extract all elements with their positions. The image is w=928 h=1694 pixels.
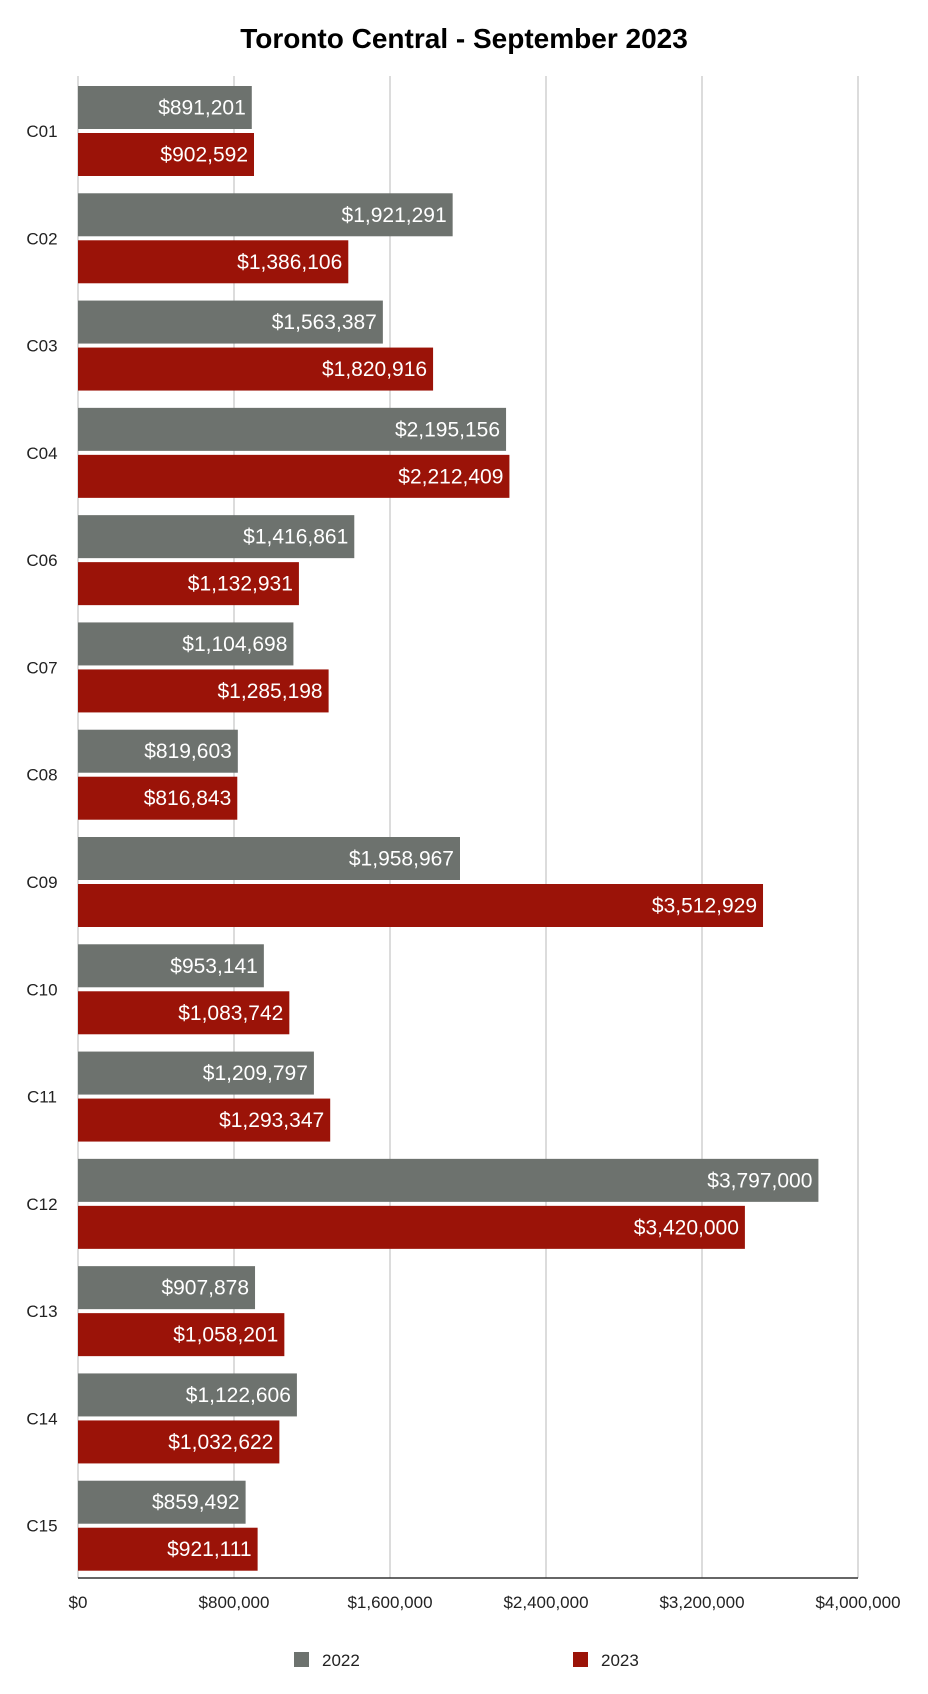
bars: $891,201 $902,592 $1,921,291 $1,386,106 $1,5… (78, 86, 819, 1571)
bar-2022 (78, 1266, 256, 1310)
bar-2023 (78, 454, 510, 498)
category-label: C14 (26, 1409, 57, 1428)
bar-2023 (78, 884, 764, 927)
category-label: C01 (26, 122, 57, 141)
bar-2023 (78, 562, 299, 606)
bar-value-label: $1,083,742 (178, 1002, 283, 1025)
bar-value-label: $816,843 (144, 787, 232, 810)
bar-2022 (78, 1158, 819, 1202)
legend: 2022 2023 (294, 1651, 639, 1670)
bar-2022 (78, 729, 238, 773)
category-label: C04 (26, 444, 57, 463)
bar-2023 (78, 991, 290, 1035)
bar-value-label: $902,592 (160, 144, 248, 167)
x-tick-label: $4,000,000 (815, 1593, 900, 1612)
bar-value-label: $1,209,797 (203, 1062, 308, 1085)
category-label: C13 (26, 1302, 57, 1321)
category-label: C03 (26, 337, 57, 356)
bar-2022 (78, 1051, 314, 1095)
bar-value-label: $1,386,106 (237, 251, 342, 274)
bar-value-label: $953,141 (170, 955, 258, 978)
bar-value-label: $2,212,409 (398, 465, 503, 488)
bar-2022 (78, 837, 460, 880)
bar-2023 (78, 776, 238, 820)
bar-2022 (78, 407, 507, 451)
bar-value-label: $1,285,198 (218, 680, 323, 703)
bar-2022 (78, 300, 383, 344)
bar-value-label: $1,416,861 (243, 526, 348, 549)
x-axis-ticks: $0 $800,000 $1,600,000 $2,400,000 $3,200,000… (69, 1593, 901, 1612)
bar-2023 (78, 1205, 745, 1249)
bar-2023 (78, 1527, 258, 1571)
bar-value-label: $1,563,387 (272, 311, 377, 334)
bar-value-label: $1,958,967 (349, 848, 454, 871)
bar-value-label: $1,293,347 (219, 1109, 324, 1132)
category-label: C15 (26, 1517, 57, 1536)
category-label: C11 (27, 1088, 57, 1107)
bar-2023 (78, 1098, 331, 1142)
bar-2022 (78, 944, 264, 988)
bar-2022 (78, 515, 355, 559)
category-label: C10 (26, 980, 57, 999)
bar-value-label: $1,104,698 (182, 633, 287, 656)
bar-2022 (78, 193, 453, 237)
x-tick-label: $1,600,000 (347, 1593, 432, 1612)
category-label: C12 (26, 1195, 57, 1214)
bar-value-label: $1,032,622 (168, 1431, 273, 1454)
bar-value-label: $1,122,606 (186, 1384, 291, 1407)
bar-2023 (78, 347, 434, 391)
category-label: C06 (26, 551, 57, 570)
bar-value-label: $891,201 (158, 97, 246, 120)
category-label: C07 (26, 658, 57, 677)
x-tick-label: $0 (69, 1593, 88, 1612)
x-tick-label: $800,000 (199, 1593, 270, 1612)
legend-swatch (573, 1652, 588, 1667)
legend-label: 2023 (601, 1651, 639, 1670)
bar-value-label: $819,603 (144, 740, 232, 763)
legend-swatch (294, 1652, 309, 1667)
legend-label: 2022 (322, 1651, 360, 1670)
bar-2022 (78, 1480, 246, 1524)
bar-2023 (78, 1313, 285, 1357)
bar-2023 (78, 669, 329, 713)
bar-value-label: $921,111 (167, 1538, 251, 1561)
bar-value-label: $907,878 (161, 1277, 249, 1300)
bar-2023 (78, 1420, 280, 1464)
bar-2022 (78, 1373, 297, 1417)
bar-2022 (78, 86, 252, 129)
bar-value-label: $3,420,000 (634, 1216, 739, 1239)
bar-value-label: $3,512,929 (652, 895, 757, 918)
bar-value-label: $1,921,291 (342, 204, 447, 227)
bar-2023 (78, 240, 349, 284)
category-labels: C01 C02 C03 C04 C06 C07 C08 C09 C10 C11 C12 C13 C14 C… (26, 122, 57, 1536)
bar-value-label: $859,492 (152, 1491, 240, 1514)
bar-value-label: $2,195,156 (395, 418, 500, 441)
bar-value-label: $3,797,000 (707, 1169, 812, 1192)
bar-2022 (78, 622, 294, 666)
chart-title: Toronto Central - September 2023 (240, 23, 688, 54)
bar-2023 (78, 133, 255, 176)
bar-value-label: $1,132,931 (188, 573, 293, 596)
x-tick-label: $2,400,000 (503, 1593, 588, 1612)
category-label: C08 (26, 766, 57, 785)
bar-value-label: $1,820,916 (322, 358, 427, 381)
category-label: C02 (26, 229, 57, 248)
category-label: C09 (26, 873, 57, 892)
bar-value-label: $1,058,201 (173, 1324, 278, 1347)
x-tick-label: $3,200,000 (659, 1593, 744, 1612)
